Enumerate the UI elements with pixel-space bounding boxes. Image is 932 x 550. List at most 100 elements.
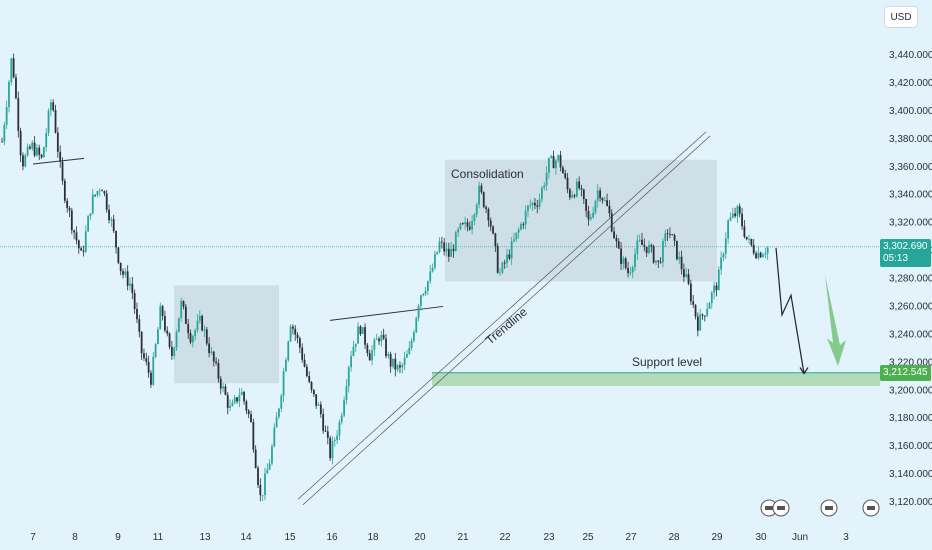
- candle-body: [454, 232, 457, 252]
- candle-body: [736, 206, 739, 217]
- candle-body: [575, 181, 578, 197]
- candle-body: [641, 239, 643, 245]
- candle-body: [603, 200, 606, 201]
- candle-body: [347, 367, 350, 387]
- candle-body: [750, 239, 753, 245]
- x-tick-label: 23: [543, 532, 555, 543]
- candle-body: [17, 98, 20, 131]
- candle-body: [305, 366, 308, 377]
- candle-body: [387, 354, 390, 357]
- candle-body: [762, 254, 764, 258]
- candle-body: [503, 262, 506, 264]
- candle-body: [247, 410, 250, 415]
- candle-body: [298, 338, 301, 348]
- candle-body: [669, 233, 671, 235]
- y-tick-label: 3,340.000: [889, 190, 932, 201]
- candle-body: [638, 239, 641, 241]
- support-price-label: 3,212.545: [883, 366, 928, 378]
- candle-body: [315, 394, 318, 406]
- candle-body: [40, 154, 43, 158]
- candle-body: [610, 213, 613, 232]
- candle-body: [38, 147, 41, 155]
- candle-body: [257, 467, 259, 485]
- candle-body: [166, 330, 169, 334]
- x-tick-label: 20: [414, 532, 426, 543]
- candle-body: [589, 217, 592, 220]
- candle-body: [184, 306, 187, 324]
- candle-body: [578, 181, 581, 189]
- candle-body: [84, 231, 87, 252]
- candle-body: [543, 185, 546, 188]
- candle-body: [478, 185, 480, 205]
- candle-body: [527, 205, 529, 212]
- candle-body: [487, 209, 490, 221]
- candle-body: [375, 338, 378, 340]
- current-price-tag: 3,302.690 05:13: [880, 238, 931, 267]
- candle-body: [620, 248, 622, 264]
- trendline-parallel: [302, 135, 711, 506]
- candle-body: [596, 190, 599, 201]
- candle-body: [101, 190, 103, 192]
- x-tick-label: 21: [457, 532, 469, 543]
- candle-body: [538, 199, 541, 207]
- candle-body: [49, 102, 52, 111]
- candle-body: [180, 300, 183, 318]
- candle-body: [119, 262, 122, 272]
- currency-button[interactable]: USD: [884, 6, 918, 28]
- y-tick-label: 3,280.000: [889, 274, 932, 285]
- candle-body: [82, 250, 85, 252]
- candle-body: [368, 353, 371, 361]
- level-line-mid: [329, 305, 444, 321]
- candle-body: [471, 220, 474, 230]
- candle-body: [715, 285, 718, 291]
- candle-body: [189, 333, 192, 343]
- candle-body: [285, 359, 287, 372]
- candle-body: [312, 389, 315, 395]
- x-tick-label: 25: [582, 532, 594, 543]
- candle-body: [238, 395, 241, 402]
- candle-body: [117, 247, 120, 263]
- candle-body: [627, 268, 629, 274]
- candle-body: [613, 231, 615, 239]
- candle-body: [557, 155, 560, 161]
- candle-body: [657, 260, 660, 262]
- candle-body: [177, 317, 180, 333]
- candle-body: [450, 248, 453, 257]
- x-tick-label: 7: [30, 532, 36, 543]
- candle-body: [231, 402, 234, 406]
- candle-body: [73, 230, 76, 233]
- candle-body: [236, 397, 238, 402]
- candle-body: [159, 306, 162, 330]
- candle-body: [31, 142, 34, 149]
- candle-body: [131, 283, 134, 294]
- candle-body: [475, 204, 478, 215]
- candle-body: [303, 359, 306, 367]
- candle-body: [245, 401, 248, 411]
- candle-body: [713, 285, 716, 293]
- candle-body: [420, 295, 422, 306]
- candle-body: [492, 226, 494, 234]
- candle-body: [401, 364, 404, 368]
- candle-body: [522, 224, 525, 225]
- candle-body: [554, 160, 557, 169]
- candle-body: [662, 240, 664, 263]
- candle-body: [361, 327, 364, 334]
- x-tick-label: 15: [284, 532, 296, 543]
- y-tick-label: 3,200.000: [889, 385, 932, 396]
- candle-body: [403, 357, 406, 365]
- candle-body: [759, 252, 762, 258]
- candle-body: [36, 147, 38, 156]
- candle-body: [8, 82, 10, 107]
- candle-body: [517, 229, 520, 233]
- candle-body: [652, 246, 655, 263]
- candle-body: [122, 271, 124, 275]
- candle-body: [282, 371, 285, 396]
- candle-body: [676, 240, 678, 260]
- candle-body: [429, 271, 432, 282]
- candle-body: [175, 332, 178, 348]
- candle-body: [564, 173, 567, 178]
- candle-body: [364, 327, 366, 345]
- candle-body: [673, 235, 676, 241]
